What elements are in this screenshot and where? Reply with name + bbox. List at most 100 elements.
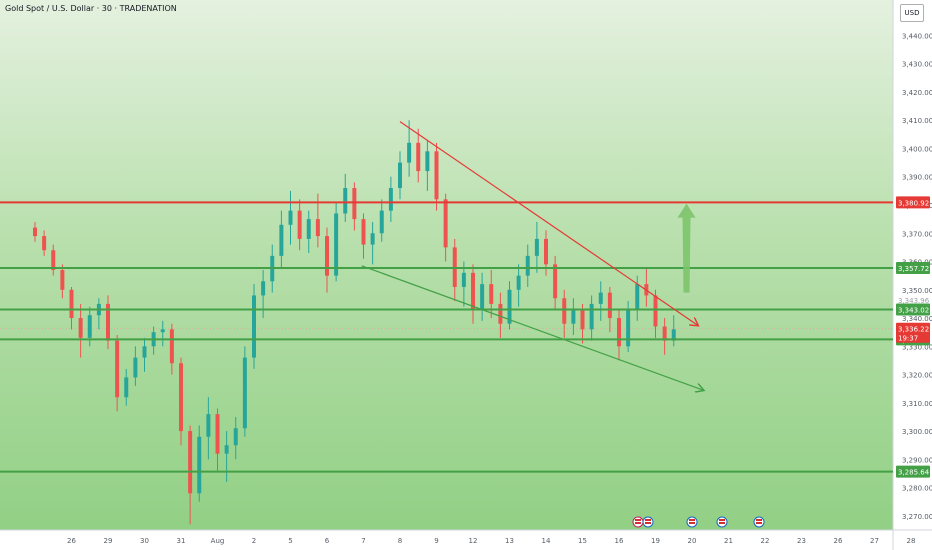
y-tick-label: 3,310.00 — [902, 400, 932, 408]
candle-body — [334, 213, 339, 276]
y-tick-label: 3,420.00 — [902, 89, 932, 97]
x-tick-label: 2 — [252, 537, 256, 545]
y-tick-label: 3,320.00 — [902, 372, 932, 380]
x-tick-label: 16 — [615, 537, 624, 545]
y-tick-label: 3,430.00 — [902, 61, 932, 69]
candle-body — [69, 289, 74, 319]
us-flag-event-icon-stripe — [645, 519, 651, 521]
candle-body — [51, 250, 56, 270]
y-tick-label: 3,270.00 — [902, 513, 932, 521]
y-tick-label: 3,280.00 — [902, 485, 932, 493]
y-tick-label: 3,390.00 — [902, 174, 932, 182]
x-tick-label: Aug — [211, 537, 225, 545]
y-tick-label: 3,410.00 — [902, 117, 932, 125]
x-tick-label: 9 — [434, 537, 438, 545]
candle-body — [361, 219, 366, 245]
candle-body — [671, 329, 676, 341]
candle-body — [306, 219, 311, 239]
candle-body — [288, 210, 293, 225]
y-tick-label: 3,440.00 — [902, 32, 932, 40]
upper-support-badge — [896, 261, 930, 274]
countdown-label: 19:37 — [898, 335, 918, 343]
us-flag-event-icon-stripe — [689, 519, 695, 521]
x-tick-label: 29 — [104, 537, 113, 545]
hidden-price-label: 3,343.96 — [898, 297, 930, 305]
candle-body — [553, 264, 558, 299]
candle-body — [379, 210, 384, 234]
mid-support-badge — [896, 303, 930, 316]
x-tick-label: 21 — [724, 537, 733, 545]
candle-body — [215, 414, 220, 454]
candle-body — [617, 318, 621, 347]
descending-support-trendline — [361, 265, 703, 390]
x-tick-label: 12 — [469, 537, 478, 545]
x-tick-label: 6 — [325, 537, 330, 545]
candle-body — [516, 275, 521, 290]
candle-body — [407, 142, 412, 163]
candle-body — [580, 309, 585, 330]
chart-title: Gold Spot / U.S. Dollar · 30 · TRADENATI… — [5, 4, 177, 13]
x-tick-label: 23 — [797, 537, 806, 545]
currency-button[interactable]: USD — [900, 4, 924, 22]
candle-body — [325, 236, 329, 276]
x-tick-label: 28 — [907, 537, 916, 545]
x-tick-label: 26 — [67, 537, 76, 545]
current-price-badge — [896, 322, 930, 343]
candle-body — [498, 303, 503, 324]
candle-body — [388, 188, 393, 211]
candle-body — [42, 236, 47, 251]
x-tick-label: 19 — [651, 537, 660, 545]
y-tick-label: 3,370.00 — [902, 230, 932, 238]
candle-body — [142, 346, 147, 358]
x-tick-label: 14 — [542, 537, 551, 545]
x-tick-label: 5 — [288, 537, 292, 545]
x-tick-label: 27 — [870, 537, 879, 545]
candle-body — [562, 298, 567, 324]
x-tick-label: 8 — [398, 537, 402, 545]
y-tick-label: 3,300.00 — [902, 428, 932, 436]
candle-body — [60, 270, 65, 290]
candle-body — [261, 281, 266, 296]
candle-body — [115, 340, 120, 398]
candle-body — [206, 414, 211, 437]
candle-body — [78, 318, 83, 338]
us-flag-event-icon-stripe — [719, 522, 725, 524]
descending-resistance-trendline — [399, 121, 697, 325]
us-flag-event-icon-stripe — [719, 519, 725, 521]
x-tick-label: 7 — [361, 537, 365, 545]
x-tick-label: 31 — [177, 537, 186, 545]
candle-body — [598, 292, 603, 304]
x-tick-label: 22 — [761, 537, 770, 545]
candle-body — [343, 188, 348, 214]
lightning-event-icon-stripe — [635, 519, 641, 521]
x-tick-label: 15 — [578, 537, 587, 545]
candle-body — [188, 431, 193, 494]
candle-body — [534, 238, 539, 256]
candle-body — [480, 284, 485, 310]
candle-body — [160, 329, 165, 333]
us-flag-event-icon-stripe — [645, 522, 651, 524]
candle-body — [179, 363, 183, 432]
candle-body — [607, 292, 612, 319]
lightning-event-icon-stripe — [635, 522, 641, 524]
us-flag-event-icon-stripe — [689, 522, 695, 524]
time-axis — [0, 530, 932, 550]
candle-body — [544, 238, 548, 265]
us-flag-event-icon-stripe — [756, 522, 762, 524]
candle-body — [133, 357, 138, 378]
candle-body — [626, 309, 631, 347]
candle-body — [434, 151, 439, 200]
candle-body — [507, 289, 512, 324]
candle-body — [252, 295, 256, 358]
x-tick-label: 13 — [505, 537, 514, 545]
candle-body — [398, 162, 402, 189]
candle-body — [315, 219, 320, 237]
candle-body — [589, 303, 594, 330]
bottom-support-badge — [896, 465, 930, 478]
candle-body — [461, 272, 466, 287]
candle-body — [87, 315, 92, 338]
candle-body — [197, 436, 202, 494]
candle-body — [297, 210, 302, 239]
